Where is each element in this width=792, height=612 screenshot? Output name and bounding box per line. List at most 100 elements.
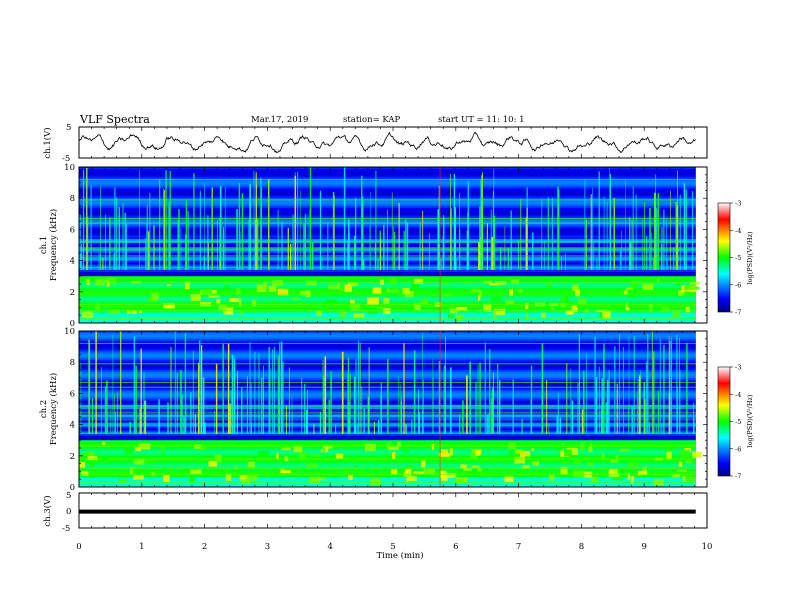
spectrogram-band	[79, 451, 696, 455]
emission-patch	[281, 447, 291, 451]
spectrogram-ytick-label: 6	[70, 389, 75, 399]
ch1-spec-ylabel-top: ch.1	[39, 236, 49, 254]
x-tick-label: 7	[516, 542, 521, 552]
emission-patch	[453, 479, 465, 483]
emission-patch	[350, 299, 355, 304]
emission-patch	[382, 308, 391, 315]
emission-patch	[575, 289, 580, 297]
emission-patch	[448, 314, 454, 319]
ch1-colorbar	[717, 202, 731, 313]
spectrogram-band	[79, 194, 696, 197]
emission-patch	[163, 475, 170, 483]
ch1-spec-ylabel: Frequency (kHz)	[48, 209, 59, 281]
ch1-ytick-bottom: -5	[62, 154, 70, 164]
emission-patch	[478, 290, 482, 297]
emission-patch	[339, 311, 347, 317]
emission-patch	[84, 451, 95, 456]
emission-patch	[245, 475, 258, 481]
colorbar-tick-label: -5	[735, 418, 741, 426]
emission-patch	[444, 473, 457, 478]
emission-patch	[671, 473, 681, 478]
spectrogram-band	[79, 475, 696, 478]
emission-patch	[531, 448, 534, 451]
colorbar-tick-label: -6	[735, 445, 741, 453]
emission-patch	[127, 310, 137, 314]
emission-patch	[161, 445, 165, 453]
emission-patch	[565, 295, 568, 303]
ch2-spectrogram-ytick-labels: 0 2 4 6 8 10	[64, 327, 75, 493]
emission-patch	[596, 309, 607, 313]
emission-patch	[560, 296, 570, 302]
emission-patch	[463, 467, 472, 471]
spectrogram-band	[79, 331, 696, 334]
emission-patch	[151, 472, 155, 476]
spectrogram-band	[79, 192, 696, 195]
spectrogram-band	[79, 184, 696, 187]
colorbar-tick-label: -7	[735, 473, 741, 481]
emission-patch	[291, 297, 299, 300]
emission-patch	[588, 446, 593, 452]
emission-patch	[344, 284, 353, 292]
spectrogram-band	[79, 436, 696, 439]
emission-patch	[133, 474, 144, 480]
emission-patch	[431, 289, 435, 297]
emission-patch	[661, 307, 670, 312]
emission-patch	[460, 464, 467, 469]
emission-patch	[225, 473, 232, 481]
emission-patch	[102, 442, 106, 446]
spectrogram-band	[79, 336, 696, 340]
date-label: Mar.17, 2019	[251, 115, 308, 125]
emission-patch	[578, 298, 587, 305]
ch1-colorbar-ticks: -3 -4 -5 -6 -7	[730, 200, 741, 317]
emission-patch	[630, 281, 640, 287]
spectrogram-band	[79, 354, 696, 357]
emission-patch	[649, 303, 653, 311]
spectrogram-band	[79, 340, 696, 344]
spectrogram-band	[79, 180, 696, 183]
emission-patch	[625, 305, 628, 310]
emission-patch	[470, 452, 477, 459]
spectrogram-band	[79, 295, 696, 299]
spectrogram-band	[79, 471, 696, 474]
emission-patch	[104, 280, 108, 282]
emission-patch	[545, 282, 552, 288]
emission-patch	[305, 290, 311, 297]
emission-patch	[420, 298, 428, 305]
emission-patch	[337, 282, 340, 290]
spectrogram-ytick-label: 8	[70, 358, 75, 368]
ch1-waveform-line	[78, 131, 696, 154]
x-tick-label: 6	[453, 542, 458, 552]
emission-patch	[627, 473, 630, 480]
emission-patch	[387, 288, 390, 293]
emission-patch	[414, 303, 421, 311]
colorbar-tick-label: -5	[735, 254, 741, 262]
emission-patch	[252, 299, 257, 307]
emission-patch	[630, 476, 634, 484]
spectrogram-band	[79, 469, 696, 472]
emission-patch	[364, 443, 376, 452]
emission-patch	[340, 283, 344, 292]
x-tick-label: 0	[76, 542, 81, 552]
emission-patch	[490, 296, 502, 302]
spectrogram-band	[79, 305, 696, 308]
spectrogram-band	[79, 463, 696, 466]
x-tick-label: 9	[641, 542, 646, 552]
x-tick-label: 10	[702, 542, 713, 552]
ch2-spectrogram-image	[79, 331, 702, 488]
spectrogram-band	[79, 168, 696, 172]
emission-patch	[421, 460, 426, 468]
emission-patch	[532, 461, 540, 466]
ch1-spectrogram-image	[79, 167, 700, 324]
emission-patch	[354, 464, 359, 469]
spectrogram-band	[79, 315, 696, 318]
emission-patch	[619, 448, 630, 452]
x-tick-label: 3	[265, 542, 270, 552]
ch3-ytick-top: 5	[66, 491, 71, 501]
spectrogram-band	[79, 172, 696, 176]
spectrogram-band	[79, 338, 696, 342]
emission-patch	[87, 455, 98, 461]
emission-patch	[676, 469, 687, 472]
emission-patch	[388, 446, 399, 451]
emission-patch	[447, 455, 451, 459]
spectrogram-ytick-label: 2	[70, 452, 75, 462]
